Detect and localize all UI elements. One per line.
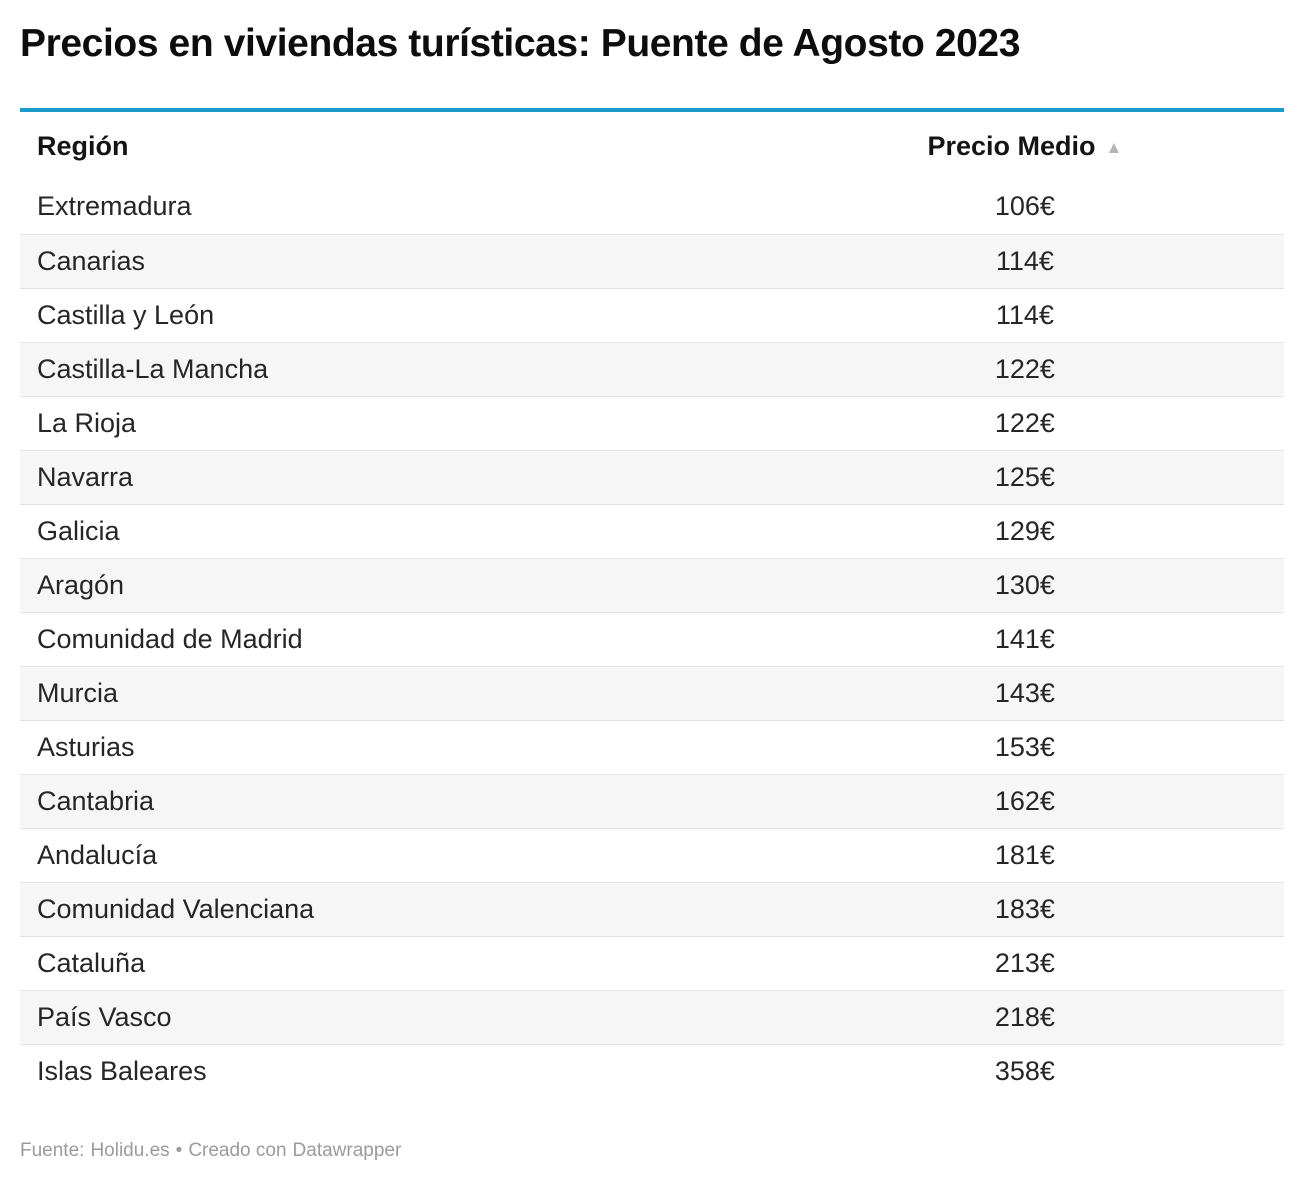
price-cell: 218€ bbox=[765, 989, 1284, 1044]
region-cell: Castilla-La Mancha bbox=[20, 341, 766, 396]
attribution-prefix: Creado con bbox=[188, 1140, 287, 1161]
table-row: Islas Baleares 358€ bbox=[20, 1043, 1284, 1098]
price-cell: 181€ bbox=[765, 827, 1284, 882]
region-cell: Comunidad Valenciana bbox=[20, 881, 766, 936]
price-cell: 130€ bbox=[765, 557, 1284, 612]
price-cell: 106€ bbox=[994, 191, 1055, 222]
region-cell: Asturias bbox=[20, 719, 766, 774]
price-cell: 122€ bbox=[765, 341, 1284, 396]
table-row: Andalucía 181€ bbox=[20, 827, 1284, 882]
table-row: Canarias 114€ bbox=[20, 233, 1284, 288]
table-row: Navarra 125€ bbox=[20, 449, 1284, 504]
price-cell: 143€ bbox=[765, 665, 1284, 720]
region-cell: Extremadura bbox=[37, 191, 192, 222]
region-cell: Aragón bbox=[20, 557, 766, 612]
column-header-price-label: Precio Medio bbox=[927, 130, 1096, 161]
region-cell: Comunidad de Madrid bbox=[20, 611, 766, 666]
table-row: Cantabria 162€ bbox=[20, 773, 1284, 828]
table-row: Galicia 129€ bbox=[20, 503, 1284, 558]
price-cell: 114€ bbox=[765, 287, 1284, 342]
table-row: Aragón 130€ bbox=[20, 557, 1284, 612]
table-row: País Vasco 218€ bbox=[20, 989, 1284, 1044]
table-body: Extremadura 106€ Canarias 114€ Castilla y Le… bbox=[20, 180, 1284, 1098]
region-cell: Canarias bbox=[20, 233, 766, 288]
table-row: Castilla-La Mancha 122€ bbox=[20, 341, 1284, 396]
price-cell: 122€ bbox=[765, 395, 1284, 450]
price-cell: 162€ bbox=[765, 773, 1284, 828]
header-rule bbox=[20, 108, 1284, 112]
table-row: La Rioja 122€ bbox=[20, 395, 1284, 450]
region-cell: Andalucía bbox=[20, 827, 766, 882]
region-cell: Islas Baleares bbox=[20, 1043, 766, 1098]
datawrapper-link[interactable]: Datawrapper bbox=[292, 1140, 402, 1161]
column-header-region-label: Región bbox=[37, 130, 129, 161]
chart-title: Precios en viviendas turísticas: Puente … bbox=[20, 22, 1020, 65]
table-header-row: Región Precio Medio ▲ bbox=[20, 112, 1284, 180]
price-cell: 129€ bbox=[765, 503, 1284, 558]
footer-separator: • bbox=[175, 1140, 183, 1161]
footer: Fuente: Holidu.es • Creado con Datawrapp… bbox=[20, 1140, 1284, 1184]
price-cell: 358€ bbox=[765, 1043, 1284, 1098]
table-row: Castilla y León 114€ bbox=[20, 287, 1284, 342]
table-row: Extremadura 106€ bbox=[20, 180, 1284, 234]
table-row: Comunidad de Madrid 141€ bbox=[20, 611, 1284, 666]
source-label: Fuente: bbox=[20, 1140, 85, 1161]
region-cell: Murcia bbox=[20, 665, 766, 720]
price-cell: 213€ bbox=[765, 935, 1284, 990]
sort-ascending-icon: ▲ bbox=[1105, 137, 1123, 157]
region-cell: Cataluña bbox=[20, 935, 766, 990]
price-cell: 114€ bbox=[765, 233, 1284, 288]
region-cell: País Vasco bbox=[20, 989, 766, 1044]
source-link[interactable]: Holidu.es bbox=[90, 1140, 170, 1161]
price-cell: 125€ bbox=[765, 449, 1284, 504]
table-row: Asturias 153€ bbox=[20, 719, 1284, 774]
table-row: Comunidad Valenciana 183€ bbox=[20, 881, 1284, 936]
table-row: Murcia 143€ bbox=[20, 665, 1284, 720]
region-cell: La Rioja bbox=[20, 395, 766, 450]
region-cell: Cantabria bbox=[20, 773, 766, 828]
column-header-price[interactable]: Precio Medio ▲ bbox=[766, 112, 1284, 180]
column-header-region[interactable]: Región bbox=[20, 112, 766, 180]
price-cell: 141€ bbox=[765, 611, 1284, 666]
table-row: Cataluña 213€ bbox=[20, 935, 1284, 990]
region-cell: Castilla y León bbox=[20, 287, 766, 342]
region-cell: Galicia bbox=[20, 503, 766, 558]
price-cell: 153€ bbox=[765, 719, 1284, 774]
region-cell: Navarra bbox=[20, 449, 766, 504]
price-table: Región Precio Medio ▲ Extremadura 106€ Cana… bbox=[20, 112, 1284, 1098]
price-cell: 183€ bbox=[765, 881, 1284, 936]
